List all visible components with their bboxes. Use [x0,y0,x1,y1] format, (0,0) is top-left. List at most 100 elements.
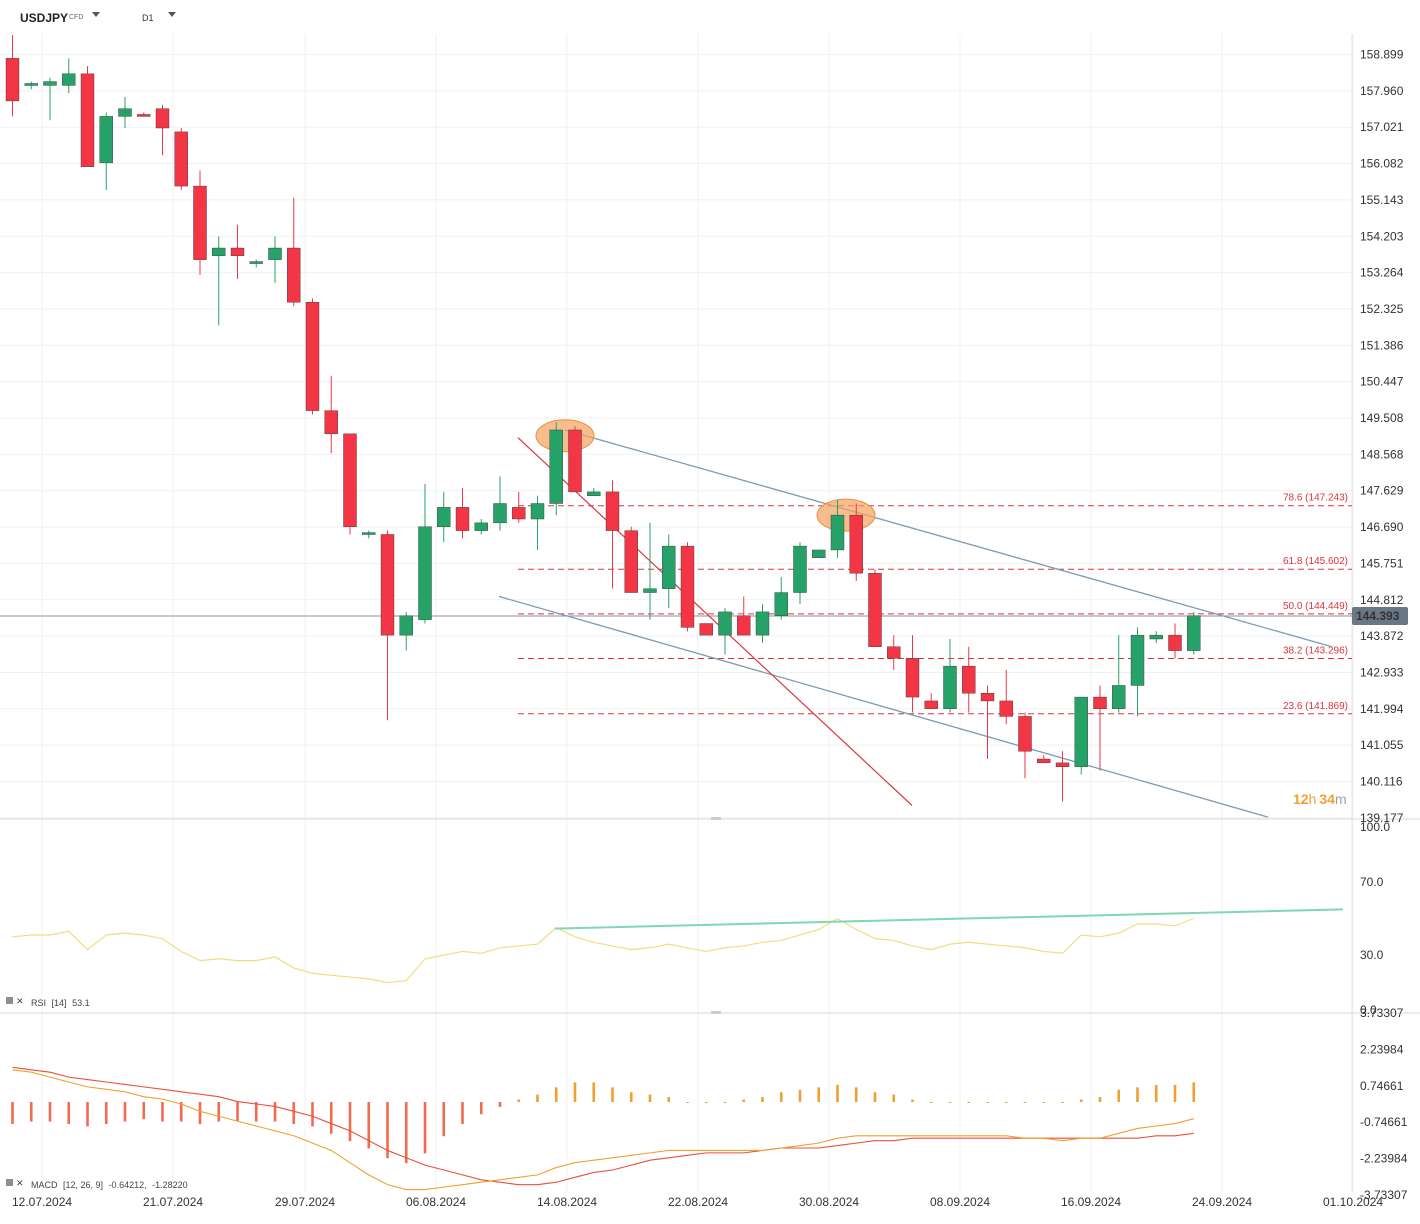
price-tick-label: 152.325 [1360,302,1404,316]
macd-histogram-bar [123,1102,127,1122]
rsi-settings-icon[interactable] [6,997,13,1004]
candle-body [212,247,226,256]
timeframe-dropdown-icon[interactable] [168,12,176,17]
price-tick-label: 140.116 [1360,775,1403,789]
macd-histogram-bar [329,1102,333,1134]
macd-separator: , [144,1180,147,1190]
candle-body [1018,716,1032,752]
fib-label: 38.2 (143.296) [1283,646,1348,657]
macd-histogram-bar [1173,1084,1177,1102]
price-tick-label: 154.203 [1360,229,1404,243]
macd-tick-label: 3.73307 [1360,1006,1404,1020]
macd-settings-icon[interactable] [6,1179,13,1186]
panel-resize-handle [711,817,721,820]
macd-close-icon[interactable]: ✕ [16,1178,24,1188]
macd-tick-label: 0.74661 [1360,1079,1404,1093]
candle-body [1130,634,1145,686]
candle-body [1168,634,1182,651]
macd-histogram-bar [836,1084,839,1102]
price-tick-label: 149.508 [1360,411,1404,425]
candle-body [1149,634,1163,640]
date-tick-label: 12.07.2024 [12,1195,72,1209]
macd-line [12,1069,1194,1191]
date-tick-label: 01.10.2024 [1323,1195,1383,1209]
swing-high-highlight [535,419,595,453]
price-tick-label: 146.690 [1360,520,1404,534]
macd-histogram-bar [648,1094,652,1102]
date-tick-label: 21.07.2024 [143,1195,203,1209]
macd-label: MACD [31,1180,58,1190]
candle-body [174,131,188,187]
candle-body [62,73,76,86]
macd-histogram-bar [611,1087,614,1102]
macd-histogram-bar [911,1099,914,1102]
macd-histogram-bar [761,1097,764,1102]
macd-histogram-bar [1117,1089,1121,1102]
symbol-dropdown-icon[interactable] [92,12,100,17]
candle-body [268,247,282,260]
candle-body [343,433,357,527]
macd-histogram-bar [1192,1082,1196,1102]
candle-body [849,514,863,574]
date-tick-label: 14.08.2024 [537,1195,597,1209]
candle-body [999,700,1013,717]
candle-body [887,646,901,659]
candle-body [718,611,732,636]
candle-body [755,611,770,636]
price-tick-label: 157.960 [1360,84,1404,98]
candle-body [193,185,207,260]
macd-legend: ✕ MACD [12, 26, 9] -0.64212, -1.28220 [6,1178,188,1190]
macd-histogram-bar [179,1102,183,1122]
rsi-panel: 100.0 70.0 30.0 0.0 [12,820,1390,1017]
rsi-close-icon[interactable]: ✕ [16,996,24,1006]
countdown-minutes: 34 [1319,791,1335,807]
price-tick-label: 157.021 [1360,120,1404,134]
svg-text:RSI [14] 53.1: RSI [14] 53.1 [31,998,90,1008]
macd-histogram-bar [873,1092,877,1102]
candle-body [924,700,938,709]
rsi-params: [14] [52,998,67,1008]
macd-histogram-bar [892,1094,896,1102]
macd-histogram-bar [573,1082,577,1102]
date-tick-label: 16.09.2024 [1061,1195,1121,1209]
macd-histogram-bar [1042,1102,1046,1103]
macd-histogram-bar [798,1089,802,1102]
timeframe-label[interactable]: D1 [142,13,154,23]
macd-histogram-bar [142,1102,146,1120]
candle-body [437,507,451,527]
candle-body [455,507,470,531]
macd-histogram-bar [254,1102,258,1122]
symbol-label[interactable]: USDJPY [20,11,69,25]
macd-histogram-bar [1023,1102,1027,1103]
price-tick-label: 158.899 [1360,48,1404,62]
candle-body [643,588,657,593]
macd-histogram-bar [536,1094,539,1102]
macd-histogram-bar [86,1102,89,1127]
candle-body [943,665,957,709]
price-tick-label: 150.447 [1360,375,1404,389]
candle-body [530,503,545,520]
macd-params: [12, 26, 9] [63,1180,103,1190]
macd-value: -0.64212 [109,1180,145,1190]
macd-histogram-bar [348,1102,352,1142]
countdown-h-unit: h [1309,791,1317,807]
candle-body [118,108,132,117]
date-tick-label: 24.09.2024 [1192,1195,1252,1209]
date-tick-label: 30.08.2024 [799,1195,859,1209]
candle-body [568,429,582,493]
candle-body [399,615,413,636]
macd-histogram-bar [554,1087,558,1102]
macd-tick-label: -2.23984 [1360,1152,1408,1166]
price-tick-label: 147.629 [1360,484,1404,498]
channel-lower-line [498,595,1269,818]
macd-panel: 3.73307 2.23984 0.74661 -0.74661 -2.23984 -3.… [11,1006,1408,1202]
price-tick-label: 145.751 [1360,556,1404,570]
macd-histogram-bar [929,1102,933,1103]
price-tick-label: 141.055 [1360,738,1404,752]
candle-body [5,58,20,102]
rsi-legend: ✕ RSI [14] 53.1 [6,996,90,1008]
price-tick-label: 142.933 [1360,665,1404,679]
candle-body [249,261,263,264]
countdown-hours: 12 [1293,791,1309,807]
